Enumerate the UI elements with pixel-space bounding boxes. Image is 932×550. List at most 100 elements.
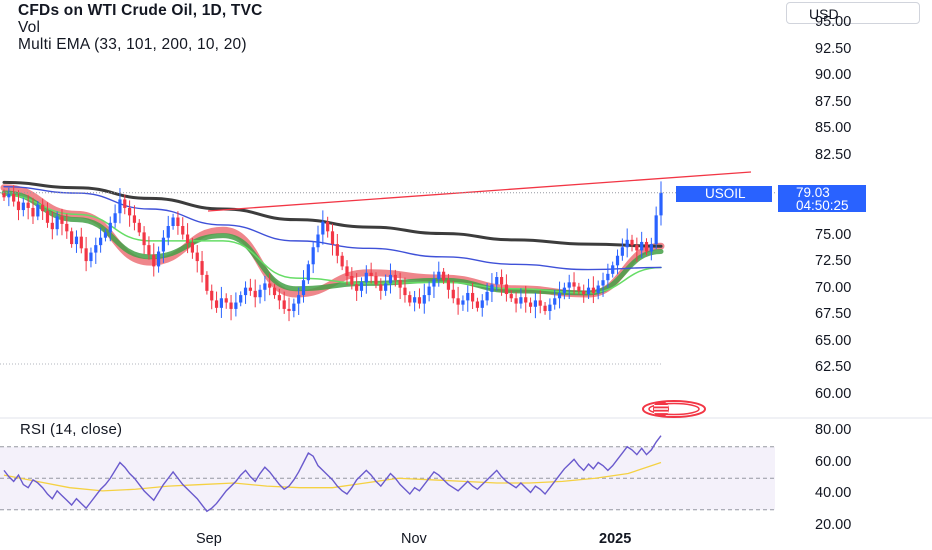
candle-body — [369, 272, 373, 276]
candle-body — [403, 287, 407, 296]
candle-body — [577, 286, 581, 291]
price-tick-label: 85.00 — [815, 120, 852, 137]
candle-body — [142, 232, 146, 246]
candle-body — [224, 298, 228, 303]
price-tick-label: 67.50 — [815, 306, 852, 323]
candle-body — [630, 239, 634, 246]
candle-body — [567, 282, 571, 288]
candle-body — [379, 284, 383, 291]
candle-body — [84, 248, 88, 262]
candle-body — [466, 292, 470, 301]
last-price: 79.03 — [796, 185, 830, 200]
candle-body — [248, 287, 252, 291]
legend-ema[interactable]: Multi EMA (33, 101, 200, 10, 20) — [18, 36, 247, 53]
trendline-segment — [207, 171, 752, 212]
candle-body — [70, 231, 74, 245]
candle-body — [205, 274, 209, 291]
candle-body — [388, 274, 393, 284]
candle-body — [41, 204, 45, 212]
candlesticks — [2, 181, 663, 322]
candle-body — [176, 217, 180, 227]
candle-body — [427, 286, 431, 296]
candle-body — [475, 301, 480, 308]
candle-body — [562, 287, 566, 293]
price-tick-label: 65.00 — [815, 332, 852, 349]
price-tick-label: 62.50 — [815, 359, 852, 376]
candle-body — [166, 226, 170, 238]
candle-body — [137, 222, 141, 233]
candle-body — [21, 202, 25, 211]
chart-legend: CFDs on WTI Crude Oil, 1D, TVC Vol Multi… — [18, 2, 263, 53]
candle-body — [640, 241, 644, 251]
candle-body — [297, 295, 301, 304]
candle-body — [45, 211, 50, 223]
last-price-tag: 79.03 04:50:25 — [778, 185, 866, 212]
candle-body — [277, 295, 281, 301]
candle-body — [543, 305, 547, 312]
candle-body — [103, 232, 108, 238]
candle-body — [485, 291, 489, 301]
candle-body — [350, 275, 354, 285]
candle-body — [335, 244, 339, 256]
candle-body — [316, 234, 320, 248]
candle-body — [359, 282, 364, 291]
candle-body — [625, 239, 629, 248]
candle-body — [582, 290, 586, 295]
candle-body — [533, 300, 537, 307]
candle-body — [649, 244, 653, 252]
candle-body — [413, 297, 417, 303]
candle-body — [644, 241, 649, 252]
candle-body — [504, 284, 509, 295]
candle-body — [654, 215, 658, 245]
candle-body — [437, 271, 441, 280]
legend-vol[interactable]: Vol — [18, 19, 41, 36]
candle-body — [263, 283, 267, 290]
candle-body — [99, 237, 103, 246]
candle-body — [190, 243, 195, 253]
candle-body — [272, 287, 277, 296]
candle-body — [393, 274, 397, 281]
candle-body — [514, 298, 518, 304]
candle-body — [442, 271, 446, 281]
candle-body — [156, 251, 161, 267]
candle-body — [519, 297, 523, 304]
legend-title[interactable]: CFDs on WTI Crude Oil, 1D, TVC — [18, 2, 263, 19]
trendline[interactable] — [207, 171, 752, 212]
rsi-tick-label: 60.00 — [815, 453, 852, 470]
candle-body — [214, 300, 219, 308]
us-flag-icon[interactable] — [641, 400, 707, 418]
price-tick-label: 72.50 — [815, 253, 852, 270]
candle-body — [79, 236, 83, 249]
candle-body — [55, 216, 59, 230]
candle-body — [557, 292, 562, 299]
ema-line — [3, 185, 662, 271]
candle-body — [572, 282, 576, 287]
time-label-nov: Nov — [401, 531, 427, 547]
candle-body — [456, 298, 460, 305]
price-tick-label: 60.00 — [815, 386, 852, 402]
candle-body — [108, 222, 112, 233]
candle-body — [36, 204, 40, 217]
candle-body — [364, 272, 368, 283]
candle-body — [615, 255, 620, 266]
candle-body — [243, 287, 248, 296]
candle-body — [524, 297, 528, 303]
ema-line — [1, 190, 664, 296]
candle-body — [635, 245, 639, 251]
rsi-legend[interactable]: RSI (14, close) — [20, 421, 123, 438]
currency-button[interactable]: USD — [786, 2, 920, 24]
candle-body — [161, 237, 166, 252]
candle-body — [94, 245, 98, 253]
candle-body — [113, 213, 117, 223]
candle-body — [509, 294, 513, 299]
rsi-line — [3, 435, 662, 513]
candle-body — [548, 304, 552, 312]
price-tick-label: 87.50 — [815, 93, 852, 110]
candle-body — [253, 290, 257, 298]
candle-body — [239, 295, 243, 303]
price-tick-label: 70.00 — [815, 279, 852, 296]
candle-body — [340, 255, 344, 267]
candle-body — [65, 223, 69, 232]
candle-body — [118, 199, 122, 214]
